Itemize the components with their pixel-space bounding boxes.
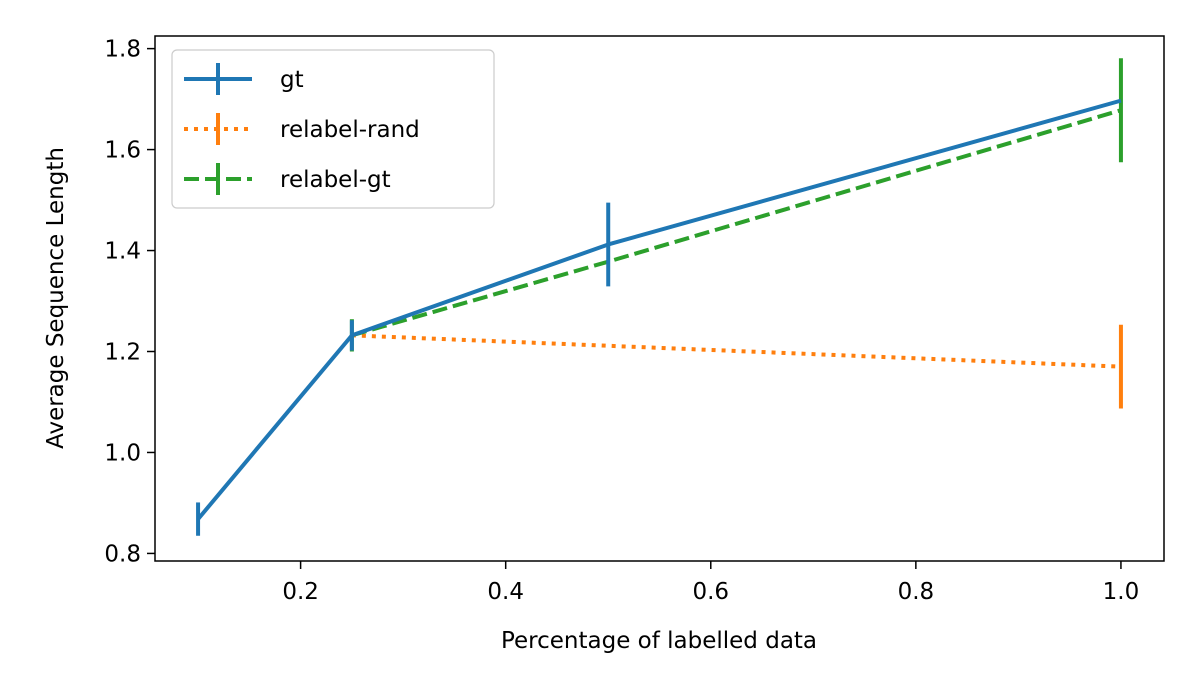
legend-entry-gt: gt (184, 63, 304, 95)
y-tick-label: 1.4 (104, 239, 141, 265)
x-axis-title: Percentage of labelled data (501, 628, 817, 654)
legend-box (171, 49, 495, 209)
y-tick-label: 1.8 (104, 37, 141, 63)
plot-frame (154, 35, 1165, 562)
legend-label-gt: gt (280, 67, 304, 93)
x-tick-label: 0.8 (898, 579, 935, 605)
legend-label-relabel-rand: relabel-rand (280, 117, 420, 143)
y-tick-label: 1.2 (104, 340, 141, 366)
plot-series (196, 58, 1123, 536)
series-line-relabel-rand (351, 333, 1122, 369)
y-tick-label: 1.0 (104, 440, 141, 466)
legend-label-relabel-gt: relabel-gt (280, 167, 391, 193)
x-tick-label: 0.6 (692, 579, 729, 605)
series-line-gt (196, 98, 1122, 521)
legend-entry-relabel-rand: relabel-rand (184, 113, 420, 145)
y-axis-title: Average Sequence Length (43, 147, 69, 449)
y-tick-label: 0.8 (104, 541, 141, 567)
x-tick-label: 0.4 (487, 579, 524, 605)
y-axis: 0.8 1.0 1.2 1.4 1.6 1.8 (104, 37, 155, 567)
legend-entry-relabel-gt: relabel-gt (184, 163, 391, 195)
y-tick-label: 1.6 (104, 138, 141, 164)
x-tick-label: 0.2 (282, 579, 319, 605)
x-tick-label: 1.0 (1103, 579, 1140, 605)
series-gt (196, 98, 1122, 536)
legend: gt relabel-rand relabel-gt (171, 49, 495, 209)
series-relabel-rand (351, 324, 1123, 409)
x-axis: 0.2 0.4 0.6 0.8 1.0 (282, 561, 1139, 605)
